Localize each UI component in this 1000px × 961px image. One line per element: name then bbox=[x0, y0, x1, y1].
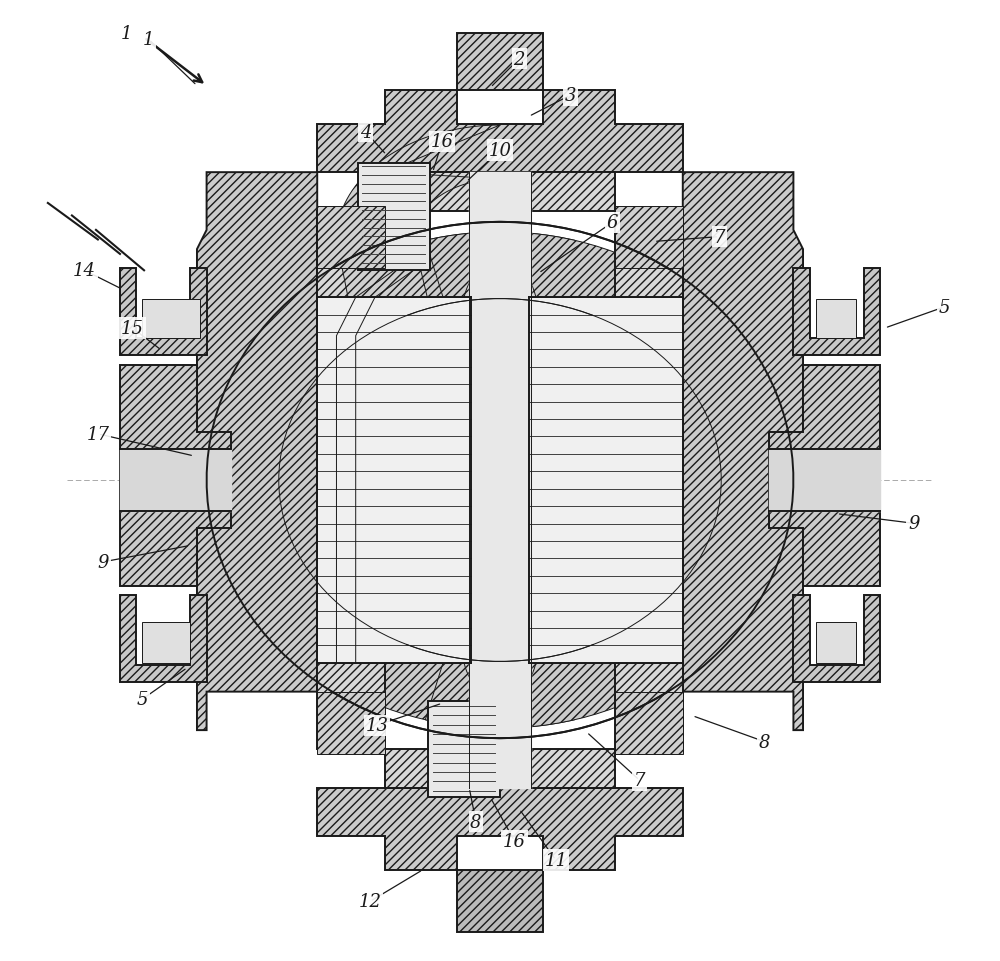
Polygon shape bbox=[317, 692, 385, 754]
Polygon shape bbox=[463, 262, 538, 362]
Polygon shape bbox=[393, 332, 490, 629]
Polygon shape bbox=[197, 173, 317, 730]
Polygon shape bbox=[120, 269, 207, 356]
Polygon shape bbox=[317, 91, 683, 173]
Bar bbox=[142, 300, 200, 338]
Text: 8: 8 bbox=[759, 733, 770, 751]
Bar bbox=[816, 623, 856, 663]
Text: 17: 17 bbox=[86, 426, 109, 443]
Bar bbox=[317, 298, 471, 663]
Text: 12: 12 bbox=[359, 893, 382, 910]
Text: 13: 13 bbox=[365, 717, 388, 734]
Bar bbox=[529, 298, 683, 663]
Polygon shape bbox=[385, 750, 615, 788]
Polygon shape bbox=[793, 269, 880, 356]
Text: 1: 1 bbox=[143, 32, 155, 49]
Polygon shape bbox=[457, 34, 543, 91]
Text: 4: 4 bbox=[360, 124, 371, 141]
Bar bbox=[142, 623, 190, 663]
Text: 16: 16 bbox=[503, 832, 526, 850]
Bar bbox=[428, 702, 500, 798]
Polygon shape bbox=[425, 233, 789, 728]
Polygon shape bbox=[615, 692, 683, 754]
Polygon shape bbox=[317, 211, 385, 750]
Polygon shape bbox=[510, 332, 607, 629]
Text: 14: 14 bbox=[73, 262, 96, 280]
Text: 15: 15 bbox=[121, 320, 144, 337]
Text: 16: 16 bbox=[431, 134, 454, 151]
Text: 9: 9 bbox=[98, 554, 109, 571]
Text: 5: 5 bbox=[136, 691, 148, 708]
Bar bbox=[816, 300, 856, 338]
Polygon shape bbox=[317, 788, 683, 870]
Polygon shape bbox=[385, 173, 615, 211]
Text: 5: 5 bbox=[939, 299, 950, 316]
Polygon shape bbox=[120, 596, 207, 682]
Text: 9: 9 bbox=[908, 515, 919, 532]
Text: 2: 2 bbox=[513, 51, 525, 68]
Text: 8: 8 bbox=[470, 813, 482, 830]
Polygon shape bbox=[769, 365, 880, 586]
Text: 7: 7 bbox=[634, 772, 645, 789]
Polygon shape bbox=[615, 211, 683, 750]
Polygon shape bbox=[615, 207, 683, 269]
Text: 7: 7 bbox=[714, 229, 725, 246]
Polygon shape bbox=[457, 870, 543, 932]
Polygon shape bbox=[336, 126, 500, 480]
Polygon shape bbox=[120, 365, 231, 586]
Polygon shape bbox=[463, 599, 538, 699]
Text: 10: 10 bbox=[488, 142, 511, 160]
Polygon shape bbox=[317, 207, 385, 269]
Text: 11: 11 bbox=[544, 851, 567, 869]
Text: 3: 3 bbox=[564, 87, 576, 105]
Text: 1: 1 bbox=[121, 25, 132, 42]
Polygon shape bbox=[793, 596, 880, 682]
Bar bbox=[358, 163, 430, 271]
Polygon shape bbox=[683, 173, 803, 730]
Text: 6: 6 bbox=[607, 214, 618, 232]
Polygon shape bbox=[211, 233, 575, 728]
